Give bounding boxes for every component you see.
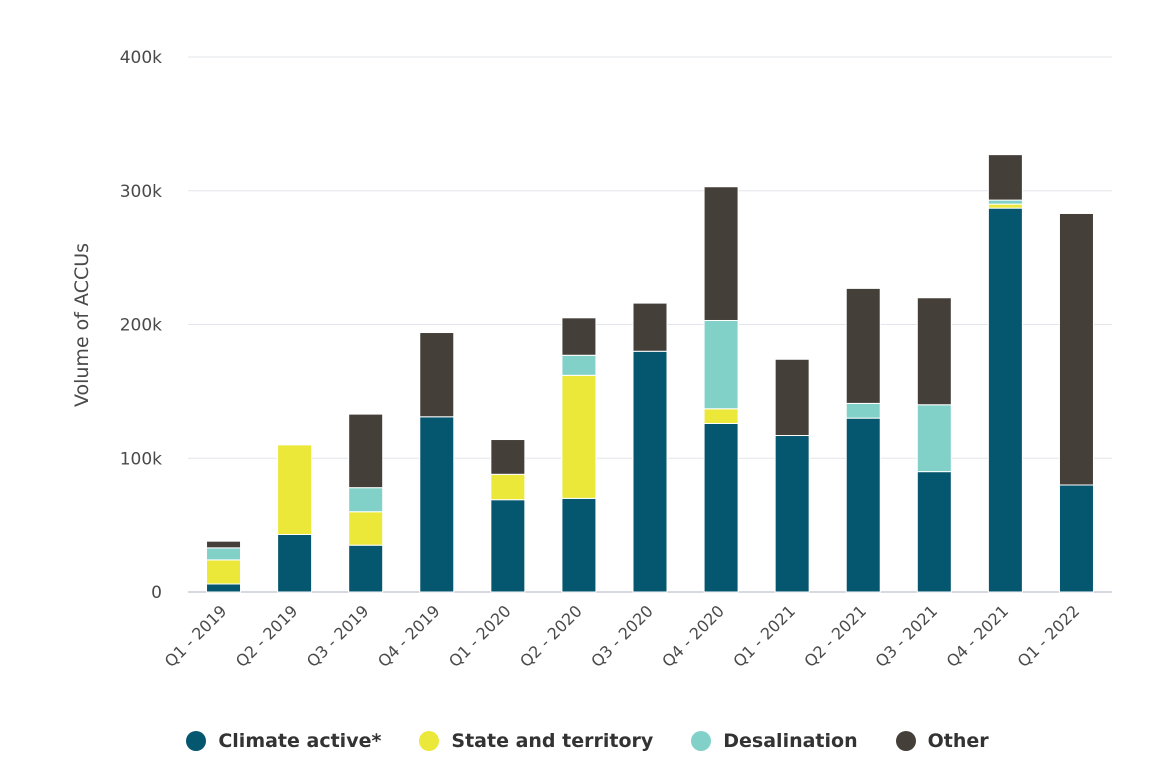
- x-tick-label: Q1 - 2019: [161, 601, 231, 671]
- legend: Climate active* State and territory Desali…: [0, 730, 1175, 752]
- y-tick-label: 0: [151, 583, 162, 603]
- bar-segment[interactable]: [703, 422, 739, 593]
- bar-segment[interactable]: [845, 417, 881, 593]
- bar-segment[interactable]: [845, 402, 881, 419]
- y-tick-label: 100k: [120, 449, 162, 469]
- bar-segment[interactable]: [348, 511, 384, 546]
- x-tick-label: Q1 - 2021: [729, 601, 799, 671]
- bar-segment[interactable]: [1058, 212, 1094, 486]
- bar-segment[interactable]: [774, 358, 810, 437]
- bar-segment[interactable]: [632, 350, 668, 593]
- bar-segment[interactable]: [419, 416, 455, 593]
- legend-label: State and territory: [451, 730, 654, 752]
- bar-segment[interactable]: [206, 540, 242, 549]
- legend-swatch: [895, 731, 916, 751]
- legend-label: Other: [927, 730, 989, 752]
- x-tick-label: Q1 - 2022: [1014, 601, 1084, 671]
- legend-swatch: [419, 731, 440, 751]
- bar-segment[interactable]: [916, 297, 952, 406]
- x-tick-label: Q3 - 2019: [303, 601, 373, 671]
- x-tick-label: Q2 - 2020: [516, 601, 586, 671]
- bar-segment[interactable]: [561, 354, 597, 376]
- bar-segment[interactable]: [348, 413, 384, 489]
- y-tick-label: 200k: [120, 316, 162, 336]
- legend-item[interactable]: State and territory: [419, 730, 653, 752]
- bar-segment[interactable]: [561, 497, 597, 593]
- x-tick-label: Q2 - 2019: [232, 601, 302, 671]
- bar-segment[interactable]: [277, 444, 313, 535]
- bar-segment[interactable]: [206, 559, 242, 585]
- x-tick-label: Q1 - 2020: [445, 601, 515, 671]
- x-tick-label: Q4 - 2019: [374, 601, 444, 671]
- bar-segment[interactable]: [490, 473, 526, 501]
- bar-segment[interactable]: [987, 203, 1023, 209]
- bar-segment[interactable]: [987, 154, 1023, 201]
- bar-segment[interactable]: [845, 287, 881, 404]
- bar-segment[interactable]: [561, 374, 597, 499]
- bar-segment[interactable]: [561, 317, 597, 356]
- bars: [206, 154, 1094, 593]
- bar-segment[interactable]: [703, 408, 739, 424]
- x-axis-ticks: Q1 - 2019 Q2 - 2019 Q3 - 2019 Q4 - 2019 Q1 -…: [161, 601, 1084, 671]
- bar-segment[interactable]: [490, 499, 526, 593]
- legend-swatch: [691, 731, 712, 751]
- x-tick-label: Q3 - 2020: [587, 601, 657, 671]
- bar-segment[interactable]: [419, 332, 455, 418]
- legend-swatch: [186, 731, 207, 751]
- bar-segment[interactable]: [987, 207, 1023, 593]
- bar-segment[interactable]: [632, 302, 668, 352]
- bar-segment[interactable]: [916, 471, 952, 593]
- y-tick-label: 300k: [120, 182, 162, 202]
- x-tick-label: Q3 - 2021: [872, 601, 942, 671]
- legend-item[interactable]: Other: [895, 730, 989, 752]
- y-axis-title: Volume of ACCUs: [71, 243, 93, 407]
- x-tick-label: Q2 - 2021: [800, 601, 870, 671]
- bar-segment[interactable]: [206, 547, 242, 561]
- bar-segment[interactable]: [703, 319, 739, 410]
- bar-segment[interactable]: [277, 533, 313, 593]
- bar-segment[interactable]: [206, 583, 242, 593]
- bar-segment[interactable]: [348, 487, 384, 513]
- y-tick-label: 400k: [120, 48, 162, 68]
- x-tick-label: Q4 - 2020: [658, 601, 728, 671]
- bar-segment[interactable]: [916, 404, 952, 473]
- y-axis-ticks: 0 100k 200k 300k 400k: [120, 48, 162, 603]
- bar-segment[interactable]: [774, 435, 810, 593]
- bar-segment[interactable]: [1058, 484, 1094, 593]
- legend-item[interactable]: Desalination: [691, 730, 858, 752]
- legend-item[interactable]: Climate active*: [186, 730, 381, 752]
- bar-segment[interactable]: [987, 199, 1023, 205]
- legend-label: Climate active*: [218, 730, 382, 752]
- legend-label: Desalination: [723, 730, 858, 752]
- x-tick-label: Q4 - 2021: [943, 601, 1013, 671]
- bar-segment[interactable]: [703, 186, 739, 321]
- bar-segment[interactable]: [348, 544, 384, 593]
- bar-segment[interactable]: [490, 439, 526, 475]
